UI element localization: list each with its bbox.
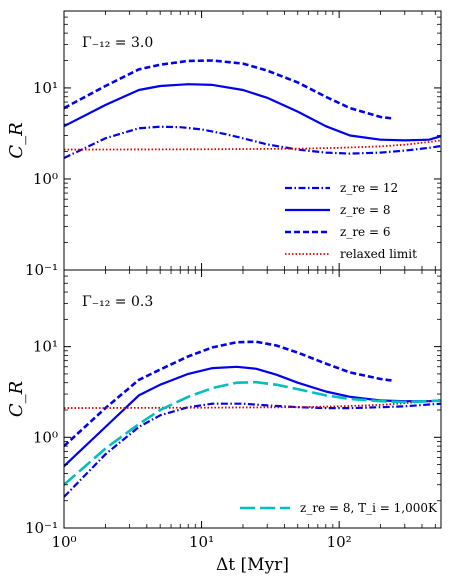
plot-area-bottom [64, 340, 441, 498]
y-axis-label-bottom: C_R [6, 381, 27, 417]
legend-label-z-re-8-t-i-1-000k: z_re = 8, T_i = 1,000K [300, 501, 438, 515]
x-tick-label: 10¹ [189, 533, 214, 551]
x-tick-label: 10² [327, 533, 352, 551]
legend-label-relaxed-limit: relaxed limit [340, 247, 417, 261]
y-tick-label: 10⁰ [33, 170, 58, 188]
series-line-z-re-6 [64, 340, 395, 448]
gamma-annotation-top: Γ₋₁₂ = 3.0 [82, 35, 153, 51]
y-tick-label: 10⁰ [33, 428, 58, 446]
series-line-relaxed-limit [64, 139, 441, 151]
series-line-z-re-6 [64, 59, 395, 120]
x-axis-label: Δt [Myr] [216, 555, 289, 575]
y-tick-label: 10⁻¹ [25, 519, 58, 537]
ticks-top: 10⁻¹ 10⁰ 10¹ [25, 10, 441, 279]
y-tick-label: 10¹ [33, 338, 58, 356]
legend-label-z-re-8: z_re = 8 [340, 203, 390, 217]
axes-frame-bottom [63, 269, 442, 529]
y-tick-label: 10⁻¹ [25, 261, 58, 279]
legend-top: z_re = 12 z_re = 8 z_re = 6 relaxed limit [285, 181, 417, 261]
series-line-z-re-12 [64, 125, 441, 159]
legend-label-z-re-6: z_re = 6 [340, 225, 390, 239]
plot-area-top [64, 59, 441, 159]
y-axis-label-top: C_R [6, 122, 27, 158]
series-line-z-re-12 [64, 402, 441, 498]
y-tick-label: 10¹ [33, 79, 58, 97]
series-line-z-re-8 [64, 83, 441, 142]
gamma-annotation-bottom: Γ₋₁₂ = 0.3 [82, 294, 153, 310]
series-line-z-re-8-t-i-1-000k [64, 380, 441, 486]
x-tick-label: 10⁰ [51, 533, 76, 551]
legend-bottom: z_re = 8, T_i = 1,000K [240, 501, 438, 515]
legend-label-z-re-12: z_re = 12 [340, 181, 398, 195]
